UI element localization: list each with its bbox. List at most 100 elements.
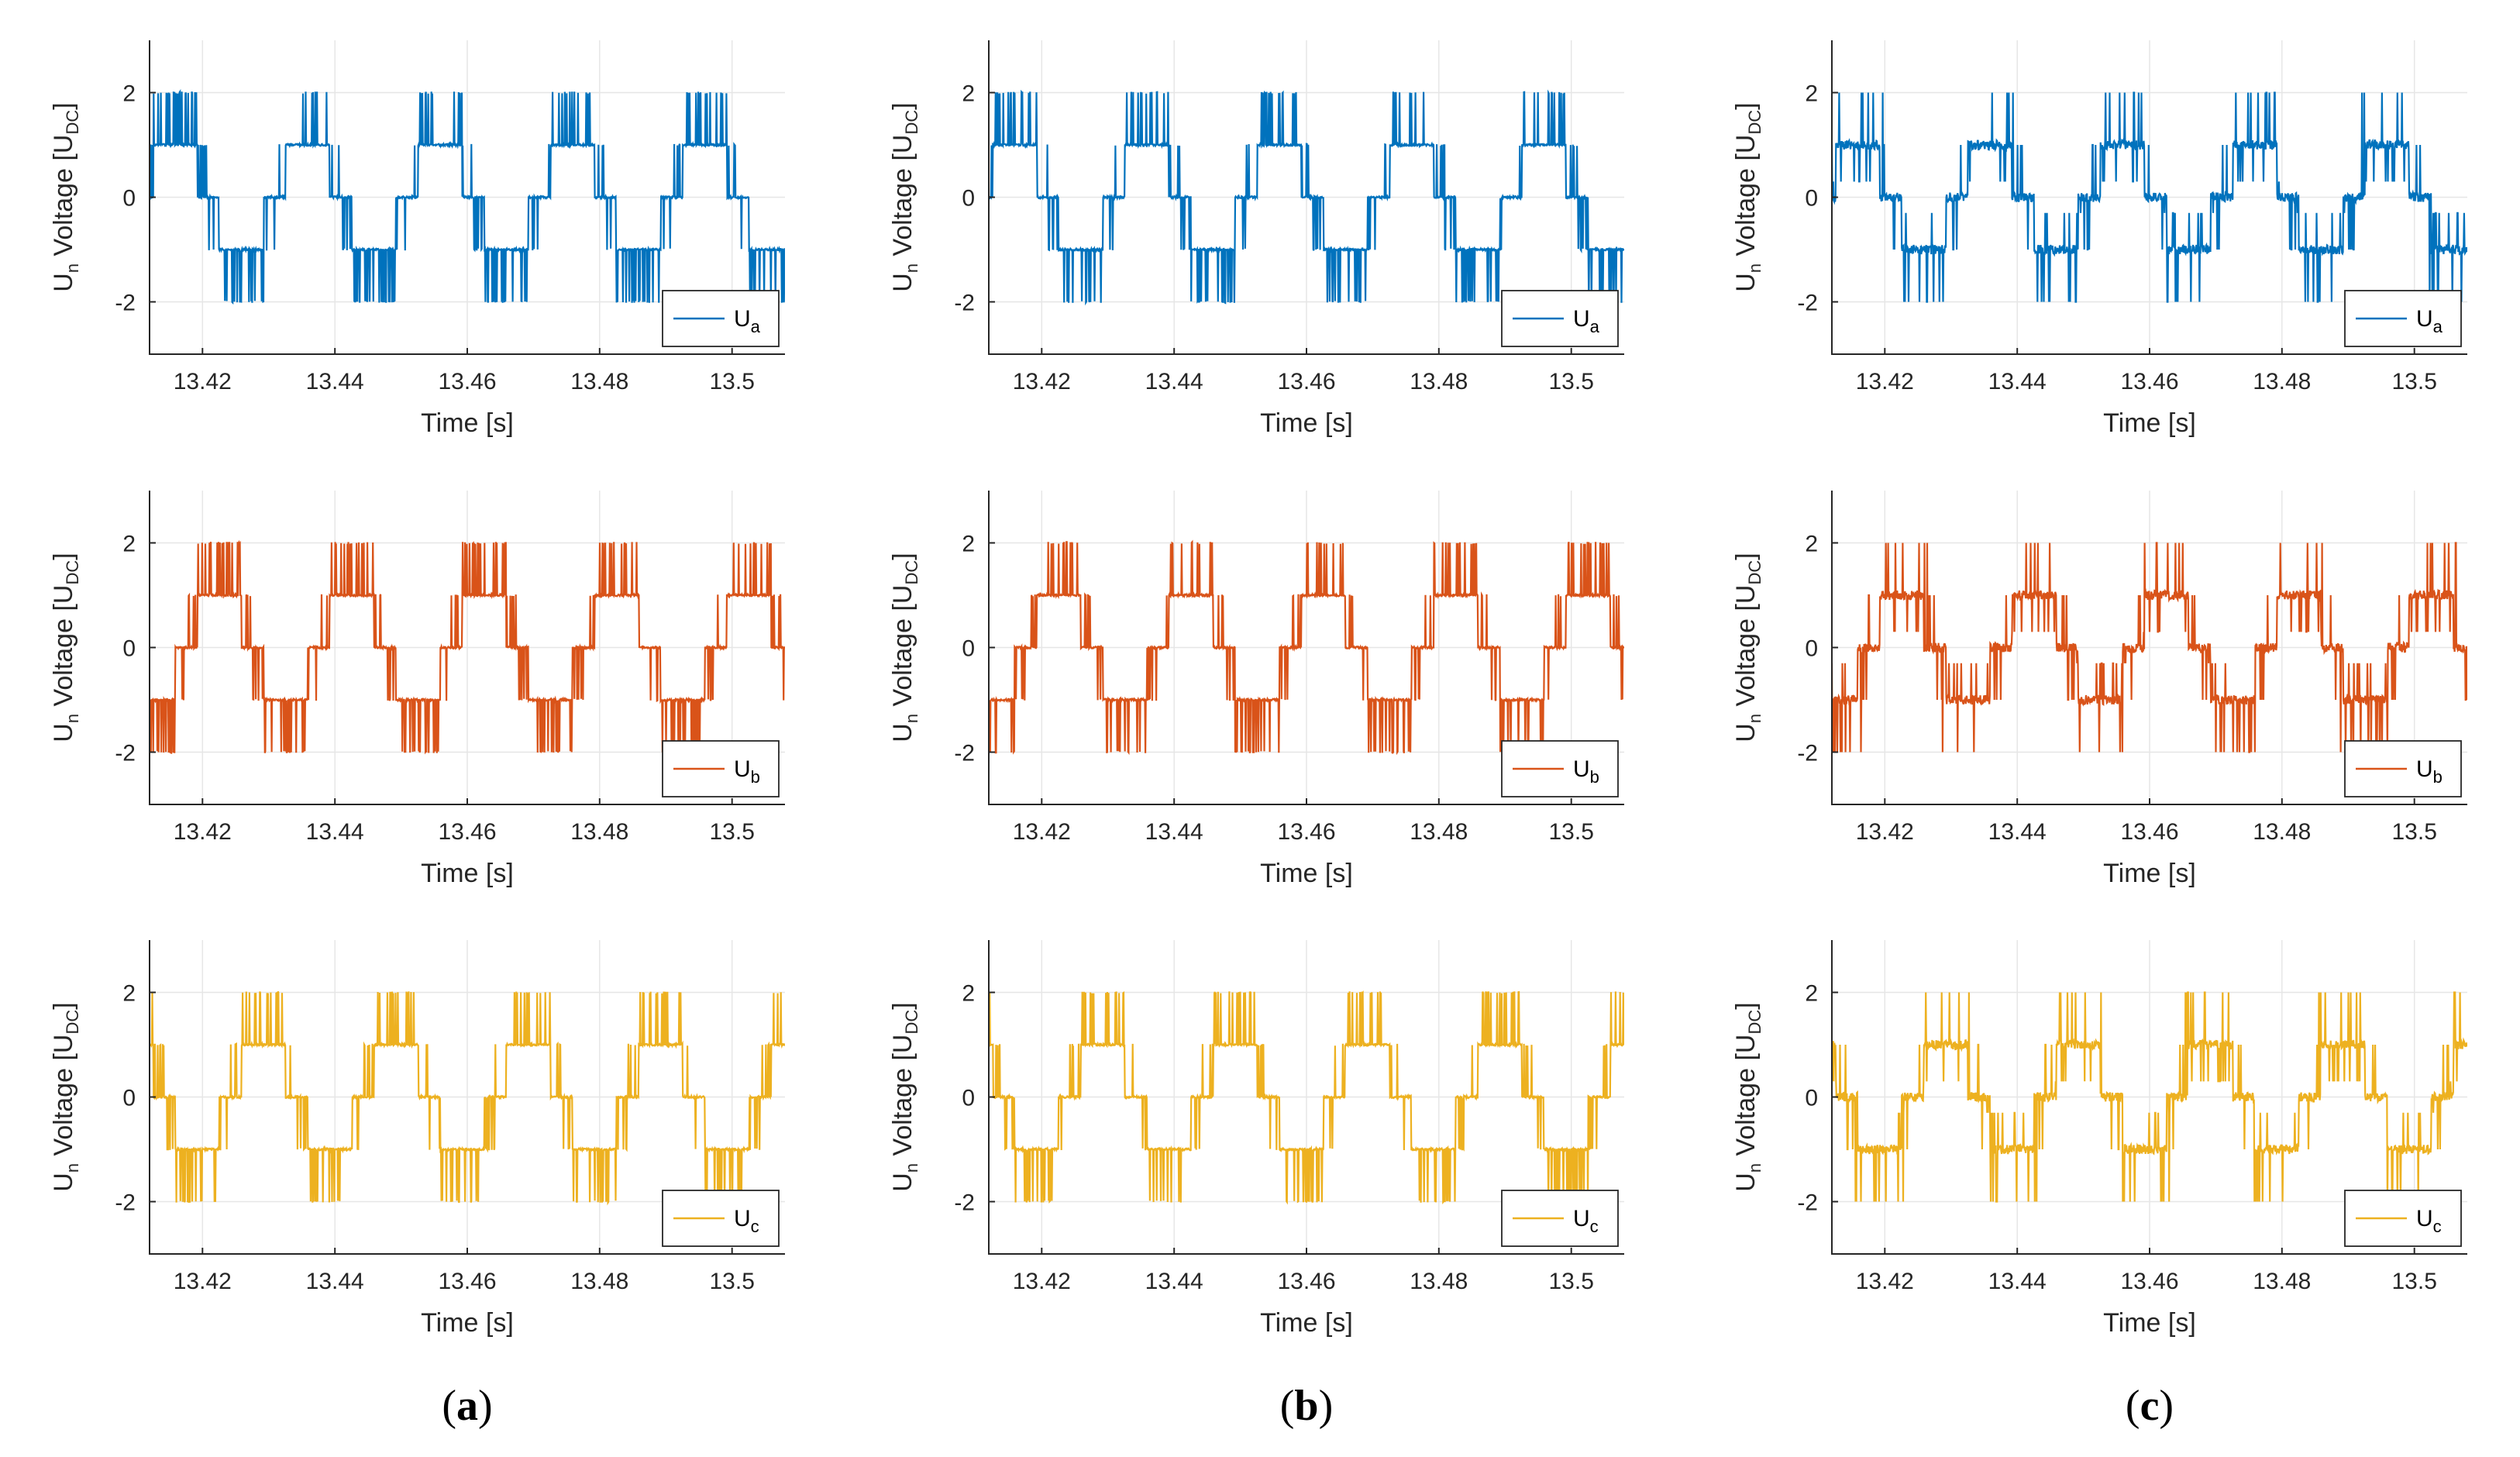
y-tick-label: 2 xyxy=(962,81,975,107)
series-line-Uc xyxy=(989,990,1624,1205)
series-line-Ua xyxy=(1832,91,2467,303)
y-tick-label: -2 xyxy=(954,1190,975,1216)
subplot-a-c: 13.42 13.44 13.46 13.48 13.5 2 0 -2 Time [s] Un V… xyxy=(49,940,785,1338)
y-tick-label: 0 xyxy=(122,636,136,662)
axes-frame xyxy=(988,940,1624,1255)
legend-label: Uc xyxy=(734,1206,759,1236)
axes-frame xyxy=(1831,40,2467,355)
x-tick-label: 13.46 xyxy=(438,369,496,394)
legend-label: Ub xyxy=(2416,756,2443,787)
y-tick-label: -2 xyxy=(115,291,136,316)
y-tick-label: -2 xyxy=(115,1190,136,1216)
y-tick-label: -2 xyxy=(115,741,136,766)
legend: Uc xyxy=(2344,1190,2462,1247)
x-tick-label: 13.42 xyxy=(1013,369,1071,394)
y-tick-label: 0 xyxy=(962,186,975,212)
series-line-Uc xyxy=(150,990,785,1206)
x-tick-label: 13.48 xyxy=(2253,369,2311,394)
legend: Ub xyxy=(1501,740,1619,797)
y-axis-label: Un Voltage [UDC] xyxy=(888,553,921,742)
x-tick-label: 13.48 xyxy=(1410,369,1468,394)
y-tick-label: 2 xyxy=(1805,981,1818,1007)
y-tick-label: 0 xyxy=(1805,186,1818,212)
legend-label: Ua xyxy=(2416,306,2443,336)
x-tick-label: 13.44 xyxy=(1988,1269,2047,1294)
y-tick-label: 0 xyxy=(1805,636,1818,662)
axes-frame xyxy=(1831,940,2467,1255)
y-axis-label: Un Voltage [UDC] xyxy=(49,102,82,291)
x-tick-label: 13.5 xyxy=(710,819,755,845)
legend: Ua xyxy=(2344,290,2462,347)
x-tick-label: 13.5 xyxy=(1549,369,1594,394)
legend: Uc xyxy=(662,1190,780,1247)
x-tick-label: 13.42 xyxy=(1013,1269,1071,1294)
subplot-c-b: 13.42 13.44 13.46 13.48 13.5 2 0 -2 Time [s] Un V… xyxy=(1731,491,2467,888)
x-tick-label: 13.46 xyxy=(438,1269,496,1294)
y-axis-label: Un Voltage [UDC] xyxy=(1731,553,1764,742)
series-line-Ub xyxy=(1832,542,2467,753)
series-line-Ua xyxy=(989,89,1624,306)
x-axis-label: Time [s] xyxy=(421,859,514,888)
x-axis-label: Time [s] xyxy=(421,408,514,438)
y-tick-label: 2 xyxy=(962,981,975,1007)
x-tick-label: 13.46 xyxy=(2120,369,2178,394)
x-tick-label: 13.5 xyxy=(2392,369,2437,394)
x-tick-label: 13.5 xyxy=(710,369,755,394)
y-tick-label: 2 xyxy=(122,981,136,1007)
legend: Ua xyxy=(662,290,780,347)
y-axis-label: Un Voltage [UDC] xyxy=(49,1002,82,1191)
axes-frame xyxy=(988,491,1624,805)
x-tick-label: 13.46 xyxy=(2120,819,2178,845)
x-tick-label: 13.44 xyxy=(1145,1269,1203,1294)
x-tick-label: 13.46 xyxy=(438,819,496,845)
legend: Ub xyxy=(662,740,780,797)
series-line-Uc xyxy=(1832,991,2467,1203)
x-axis-label: Time [s] xyxy=(421,1308,514,1338)
legend-label: Ua xyxy=(734,306,761,336)
subplot-b-b: 13.42 13.44 13.46 13.48 13.5 2 0 -2 Time [s] Un V… xyxy=(888,491,1624,888)
x-axis-label: Time [s] xyxy=(1260,408,1353,438)
axes-frame xyxy=(149,40,785,355)
axes-frame xyxy=(149,491,785,805)
y-tick-label: 2 xyxy=(122,532,136,557)
x-tick-label: 13.46 xyxy=(1277,1269,1335,1294)
y-axis-label: Un Voltage [UDC] xyxy=(888,102,921,291)
y-tick-label: -2 xyxy=(1797,741,1818,766)
x-tick-label: 13.44 xyxy=(306,819,364,845)
x-tick-label: 13.42 xyxy=(1856,819,1914,845)
y-tick-label: 2 xyxy=(1805,81,1818,107)
x-tick-label: 13.5 xyxy=(1549,819,1594,845)
y-axis-label: Un Voltage [UDC] xyxy=(888,1002,921,1191)
x-tick-label: 13.48 xyxy=(1410,1269,1468,1294)
legend: Uc xyxy=(1501,1190,1619,1247)
x-tick-label: 13.44 xyxy=(1988,819,2047,845)
y-tick-label: -2 xyxy=(954,741,975,766)
y-tick-label: 0 xyxy=(122,1086,136,1111)
legend: Ua xyxy=(1501,290,1619,347)
x-axis-label: Time [s] xyxy=(2103,408,2196,438)
axes-frame xyxy=(149,940,785,1255)
x-tick-label: 13.44 xyxy=(1988,369,2047,394)
x-tick-label: 13.48 xyxy=(570,369,628,394)
y-tick-label: 0 xyxy=(122,186,136,212)
x-tick-label: 13.5 xyxy=(710,1269,755,1294)
y-tick-label: -2 xyxy=(1797,1190,1818,1216)
x-tick-label: 13.5 xyxy=(2392,1269,2437,1294)
y-tick-label: 0 xyxy=(962,1086,975,1111)
legend-label: Uc xyxy=(1573,1206,1599,1236)
y-tick-label: -2 xyxy=(1797,291,1818,316)
legend: Ub xyxy=(2344,740,2462,797)
x-tick-label: 13.46 xyxy=(1277,369,1335,394)
x-tick-label: 13.46 xyxy=(1277,819,1335,845)
x-tick-label: 13.48 xyxy=(570,819,628,845)
y-tick-label: 0 xyxy=(962,636,975,662)
y-tick-label: 0 xyxy=(1805,1086,1818,1111)
x-tick-label: 13.42 xyxy=(174,369,232,394)
x-tick-label: 13.44 xyxy=(1145,819,1203,845)
x-tick-label: 13.44 xyxy=(306,369,364,394)
x-tick-label: 13.42 xyxy=(1013,819,1071,845)
subplot-c-a: 13.42 13.44 13.46 13.48 13.5 2 0 -2 Time [s] Un V… xyxy=(1731,40,2467,438)
y-axis-label: Un Voltage [UDC] xyxy=(1731,1002,1764,1191)
series-line-Ub xyxy=(150,539,785,756)
